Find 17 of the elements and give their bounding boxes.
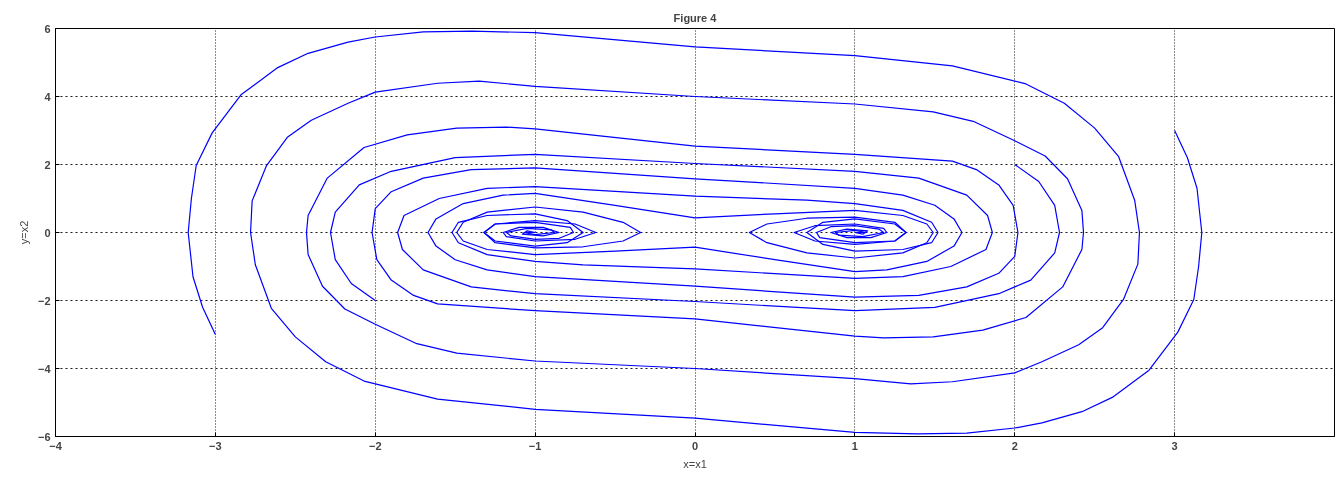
x-tick-label: 1: [851, 439, 858, 452]
y-tick-label: 0: [44, 226, 51, 239]
y-tick-label: −4: [37, 362, 52, 375]
x-tick-label: 2: [1011, 439, 1018, 452]
x-tick-label: 3: [1171, 439, 1178, 452]
x-tick-label: −1: [528, 439, 542, 452]
x-tick-label: 0: [691, 439, 699, 452]
y-tick-label: −6: [37, 430, 51, 443]
y-tick-label: −2: [37, 294, 51, 307]
y-tick-label: 6: [44, 22, 51, 35]
y-tick-label: 2: [44, 158, 51, 171]
chart-title: Figure 4: [673, 11, 718, 24]
x-tick-label: −3: [209, 439, 222, 452]
y-tick-label: 4: [44, 90, 52, 103]
x-axis-title: x=x1: [683, 457, 707, 470]
y-axis-title: y=x2: [17, 220, 30, 245]
x-tick-label: −2: [368, 439, 382, 452]
